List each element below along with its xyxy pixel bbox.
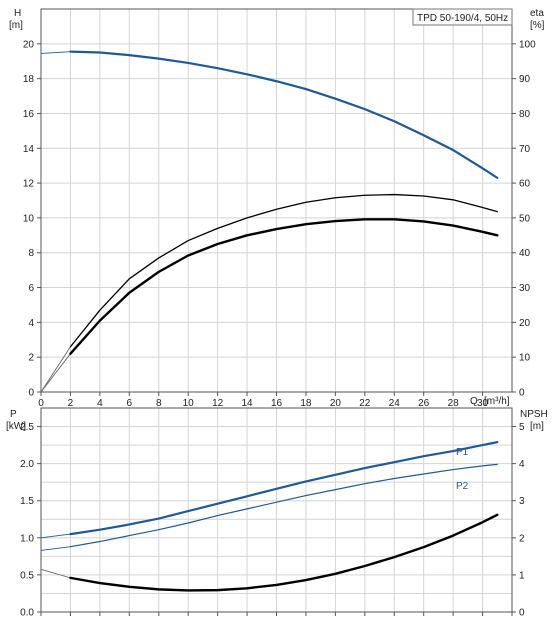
y2-tick-label: 100 xyxy=(519,39,536,50)
y-tick-label: 16 xyxy=(23,109,35,120)
y2-axis-label-npsh: NPSH xyxy=(520,409,548,420)
y-tick-label: 2 xyxy=(28,353,34,364)
x-tick-label: 30 xyxy=(477,398,489,409)
y2-axis-unit-eta: [%] xyxy=(530,20,545,31)
y-tick-label: 2.0 xyxy=(20,459,34,470)
head-efficiency-panel: 0246810121416182001020304050607080901000… xyxy=(23,8,536,409)
series-line-lead xyxy=(40,546,71,551)
y2-tick-label: 90 xyxy=(519,74,531,85)
x-tick-label: 20 xyxy=(330,398,342,409)
x-tick-label: 24 xyxy=(389,398,401,409)
y2-axis-label-eta: eta xyxy=(530,8,544,19)
y2-tick-label: 80 xyxy=(519,109,531,120)
x-tick-label: 12 xyxy=(212,398,224,409)
series-label-p1: P1 xyxy=(456,447,469,458)
y-tick-label: 14 xyxy=(23,144,35,155)
x-tick-label: 18 xyxy=(300,398,312,409)
x-tick-label: 6 xyxy=(127,398,133,409)
y2-tick-label: 30 xyxy=(519,283,531,294)
y2-tick-label: 70 xyxy=(519,144,531,155)
y-tick-label: 0.0 xyxy=(20,608,34,619)
x-tick-label: 26 xyxy=(418,398,430,409)
series-line-lead xyxy=(40,353,71,393)
y-axis-label-head: H xyxy=(14,8,21,19)
y-axis-label-power: P xyxy=(10,409,17,420)
series-line-lead xyxy=(40,568,71,579)
y-tick-label: 8 xyxy=(28,248,34,259)
y-tick-label: 6 xyxy=(28,283,34,294)
y-tick-label: 18 xyxy=(23,74,35,85)
x-tick-label: 28 xyxy=(448,398,460,409)
y2-tick-label: 4 xyxy=(519,459,525,470)
y-axis-unit-head: [m] xyxy=(9,20,23,31)
y-axis-unit-power: [kW] xyxy=(6,421,26,432)
series-line xyxy=(69,441,499,536)
series-line xyxy=(69,193,498,348)
series-line-lead xyxy=(40,533,71,539)
series-line xyxy=(69,218,499,355)
y2-tick-label: 40 xyxy=(519,248,531,259)
y-tick-label: 0 xyxy=(28,388,34,399)
x-tick-label: 16 xyxy=(271,398,283,409)
y2-tick-label: 1 xyxy=(519,570,525,581)
series-line xyxy=(69,463,498,548)
y2-tick-label: 10 xyxy=(519,353,531,364)
y-tick-label: 1.0 xyxy=(20,533,34,544)
y2-tick-label: 2 xyxy=(519,533,525,544)
x-tick-label: 2 xyxy=(68,398,74,409)
series-label-p2: P2 xyxy=(456,481,469,492)
x-tick-label: 22 xyxy=(359,398,371,409)
y-tick-label: 2.5 xyxy=(20,422,34,433)
y-tick-label: 20 xyxy=(23,39,35,50)
power-npsh-panel: 0.0 0.5 1.0 1.5 2.0 2.5 0 1 2 3 4 5 xyxy=(20,407,525,619)
y2-tick-label: 50 xyxy=(519,213,531,224)
series-line-lead xyxy=(40,51,71,54)
x-tick-label: 14 xyxy=(242,398,254,409)
y-tick-label: 0.5 xyxy=(20,570,34,581)
x-tick-label: 0 xyxy=(38,398,44,409)
x-tick-label: 8 xyxy=(156,398,162,409)
y-tick-label: 12 xyxy=(23,179,35,190)
x-tick-label: 10 xyxy=(183,398,195,409)
chart-title: TPD 50-190/4, 50Hz xyxy=(417,13,508,24)
y2-tick-label: 20 xyxy=(519,318,531,329)
y-tick-label: 10 xyxy=(23,213,35,224)
y2-axis-unit-npsh: [m] xyxy=(530,421,544,432)
series-line xyxy=(69,50,499,179)
y2-tick-label: 0 xyxy=(519,388,525,399)
series-line-lead xyxy=(40,346,71,393)
x-axis-unit-q: [m³/h] xyxy=(484,396,510,407)
y2-tick-label: 3 xyxy=(519,496,525,507)
x-tick-label: 4 xyxy=(97,398,103,409)
y2-tick-label: 0 xyxy=(519,608,525,619)
x-axis-label-q: Q xyxy=(470,396,478,407)
y-tick-label: 4 xyxy=(28,318,34,329)
y2-tick-label: 5 xyxy=(519,422,525,433)
y2-tick-label: 60 xyxy=(519,179,531,190)
series-line xyxy=(69,513,499,592)
y-tick-label: 1.5 xyxy=(20,496,34,507)
title-box xyxy=(412,8,513,26)
